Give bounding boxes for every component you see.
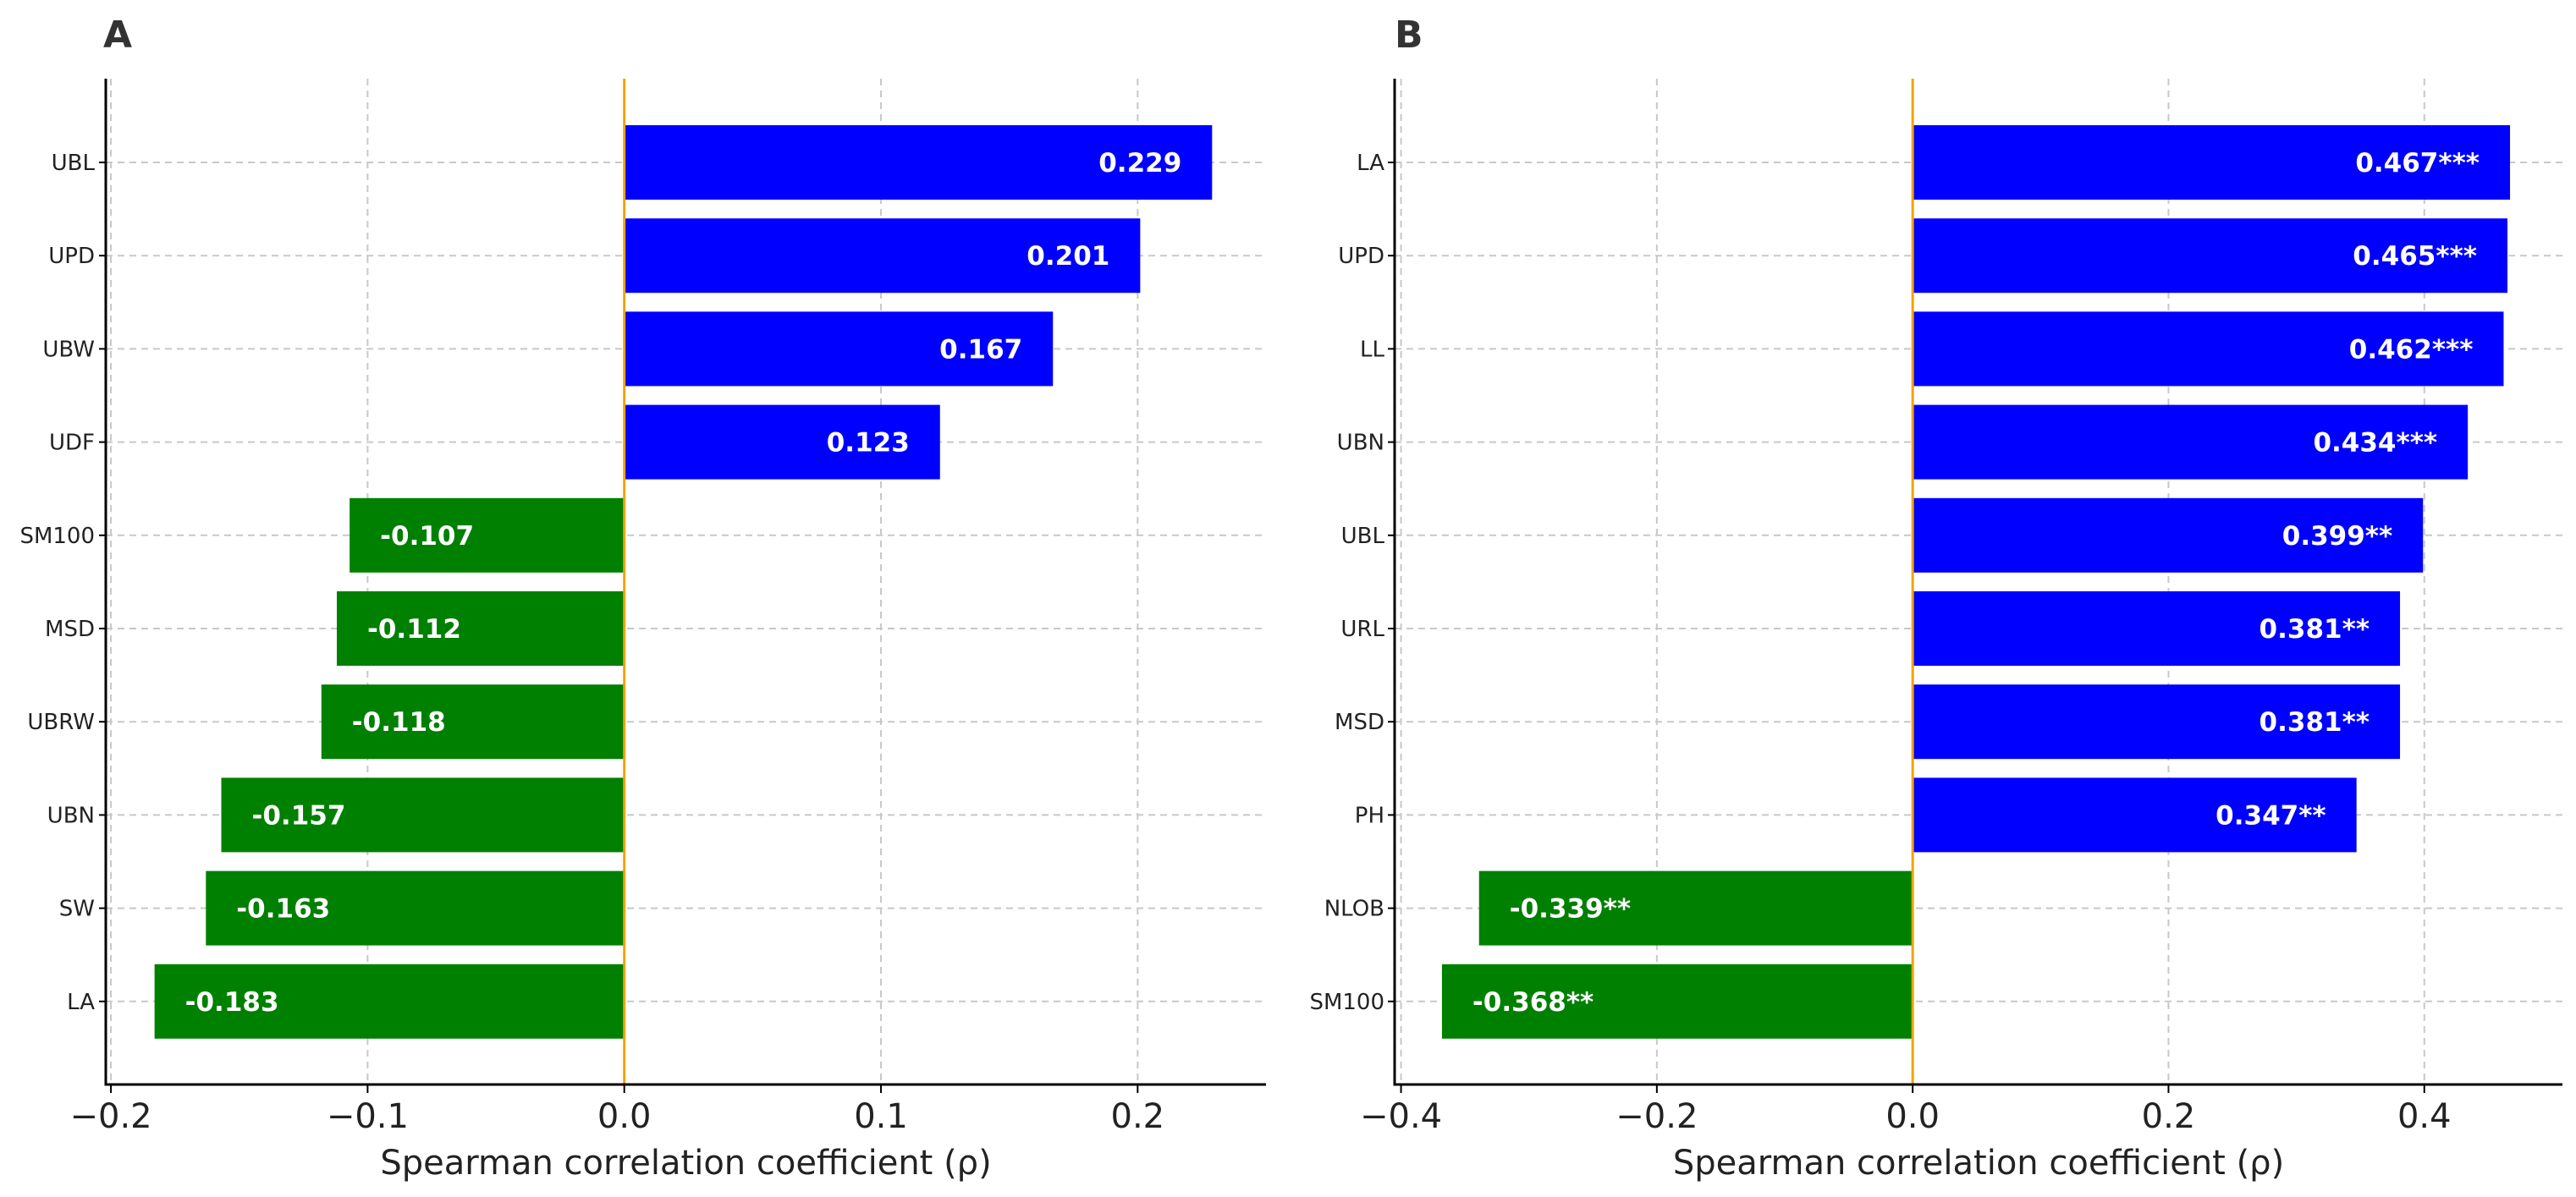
bar-value-label: 0.123 (827, 428, 910, 458)
x-tick-label: 0.1 (854, 1097, 908, 1136)
bar-value-label: 0.465*** (2353, 241, 2477, 272)
category-label: MSD (45, 617, 95, 642)
x-tick-label: 0.2 (2142, 1097, 2196, 1136)
x-tick-label: 0.2 (1111, 1097, 1165, 1136)
bar-msd (1913, 684, 2401, 760)
bar-ubrw (321, 684, 625, 760)
bar-value-label: 0.434*** (2313, 428, 2437, 458)
category-label: SW (59, 897, 95, 922)
x-tick-label: 0.0 (597, 1097, 652, 1136)
category-label: UBN (1337, 431, 1384, 456)
category-label: UBRW (27, 710, 95, 735)
category-label: NLOB (1324, 897, 1384, 922)
x-tick-label: 0.0 (1885, 1097, 1940, 1136)
bar-value-label: -0.368** (1472, 987, 1593, 1018)
bar-sw (206, 870, 625, 946)
bar-msd (336, 591, 625, 666)
x-axis-title: Spearman correlation coefficient (ρ) (380, 1144, 991, 1183)
bar-value-label: 0.399** (2282, 521, 2392, 552)
panel-b: B 0.467*** LA 0.465*** UPD 0.462*** LL 0.434***… (1309, 14, 2562, 1183)
category-label: UPD (1338, 244, 1384, 269)
bar-value-label: 0.347** (2215, 800, 2326, 831)
category-label: PH (1355, 803, 1384, 828)
bar-value-label: 0.467*** (2355, 148, 2480, 178)
category-label: UPD (48, 244, 95, 269)
bar-url (1913, 591, 2401, 666)
bar-udf (624, 404, 940, 480)
bar-value-label: 0.381** (2260, 707, 2370, 738)
category-label: UBL (52, 151, 96, 176)
bar-sm100 (350, 497, 625, 573)
bar-ubl (624, 125, 1213, 200)
bar-value-label: -0.118 (352, 707, 446, 738)
panel-letter: A (103, 14, 132, 57)
bar-value-label: -0.339** (1510, 894, 1631, 925)
category-label: URL (1340, 617, 1384, 642)
category-label: UBL (1341, 524, 1385, 549)
bar-nlob (1478, 870, 1913, 946)
category-label: LA (67, 990, 95, 1015)
bar-ubw (624, 311, 1054, 387)
bar-value-label: 0.167 (939, 334, 1022, 365)
bar-ubl (1913, 497, 2424, 573)
bar-sm100 (1441, 964, 1913, 1039)
x-tick-label: −0.2 (69, 1097, 151, 1136)
bar-value-label: 0.381** (2260, 614, 2370, 645)
bar-ubn (221, 777, 625, 853)
category-label: SM100 (1309, 990, 1384, 1015)
x-tick-label: −0.4 (1360, 1097, 1442, 1136)
x-tick-label: −0.1 (327, 1097, 409, 1136)
category-label: UDF (49, 431, 95, 456)
category-label: UBN (47, 803, 95, 828)
panel-letter: B (1395, 14, 1423, 57)
category-label: MSD (1335, 710, 1384, 735)
bar-ll (1913, 311, 2504, 387)
x-tick-label: −0.2 (1616, 1097, 1698, 1136)
bar-value-label: -0.183 (185, 987, 279, 1018)
x-axis-title: Spearman correlation coefficient (ρ) (1673, 1144, 2284, 1183)
bar-la (1913, 125, 2511, 200)
bar-value-label: 0.201 (1027, 241, 1109, 272)
category-label: UBW (42, 337, 95, 362)
bar-value-label: 0.229 (1098, 148, 1181, 178)
category-label: LA (1357, 151, 1384, 176)
bar-value-label: -0.163 (236, 894, 330, 925)
category-label: LL (1360, 337, 1384, 362)
bar-value-label: 0.462*** (2349, 334, 2474, 365)
category-label: SM100 (19, 524, 95, 549)
bar-value-label: -0.157 (251, 800, 345, 831)
x-tick-label: 0.4 (2397, 1097, 2452, 1136)
bar-upd (624, 218, 1141, 294)
bar-la (154, 964, 625, 1039)
bar-upd (1913, 218, 2508, 294)
bar-ph (1913, 777, 2357, 853)
bar-ubn (1913, 404, 2469, 480)
panel-a: A 0.229 UBL 0.201 UPD 0.167 UBW 0.123 UDF -0.107 S… (19, 14, 1266, 1183)
bar-value-label: -0.107 (380, 521, 474, 552)
bar-value-label: -0.112 (367, 614, 461, 645)
